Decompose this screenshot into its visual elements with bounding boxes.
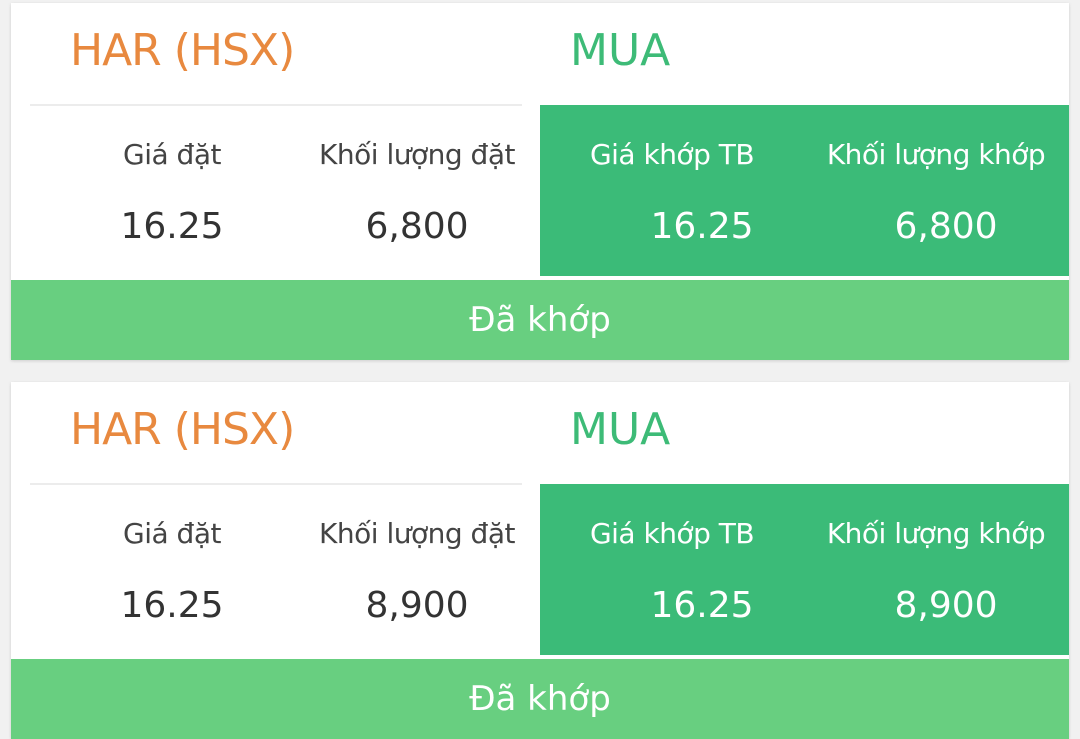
- order-price-label: Giá đặt: [123, 517, 221, 550]
- order-qty-label: Khối lượng đặt: [319, 138, 515, 171]
- order-price: 16.25: [120, 585, 224, 626]
- match-panel: Giá khớp TB Khối lượng khớp 16.25 6,800: [540, 105, 1069, 276]
- order-qty-label: Khối lượng đặt: [319, 517, 515, 550]
- match-price-label: Giá khớp TB: [589, 517, 755, 550]
- match-panel: Giá khớp TB Khối lượng khớp 16.25 8,900: [540, 484, 1069, 655]
- match-qty: 6,800: [894, 206, 998, 247]
- divider: [30, 483, 522, 485]
- order-qty: 6,800: [365, 206, 469, 247]
- order-card[interactable]: HAR (HSX) MUA Giá đặt Khối lượng đặt 16.…: [11, 382, 1069, 739]
- match-price: 16.25: [650, 585, 754, 626]
- match-price: 16.25: [650, 206, 754, 247]
- match-qty: 8,900: [894, 585, 998, 626]
- status-button[interactable]: Đã khớp: [11, 280, 1069, 360]
- divider: [30, 104, 522, 106]
- status-button[interactable]: Đã khớp: [11, 659, 1069, 739]
- order-side: MUA: [570, 25, 671, 76]
- order-price-label: Giá đặt: [123, 138, 221, 171]
- order-side: MUA: [570, 404, 671, 455]
- match-qty-label: Khối lượng khớp: [826, 138, 1046, 171]
- order-price: 16.25: [120, 206, 224, 247]
- order-qty: 8,900: [365, 585, 469, 626]
- order-card[interactable]: HAR (HSX) MUA Giá đặt Khối lượng đặt 16.…: [11, 3, 1069, 360]
- match-qty-label: Khối lượng khớp: [826, 517, 1046, 550]
- stock-symbol: HAR (HSX): [70, 404, 295, 455]
- match-price-label: Giá khớp TB: [589, 138, 755, 171]
- stock-symbol: HAR (HSX): [70, 25, 295, 76]
